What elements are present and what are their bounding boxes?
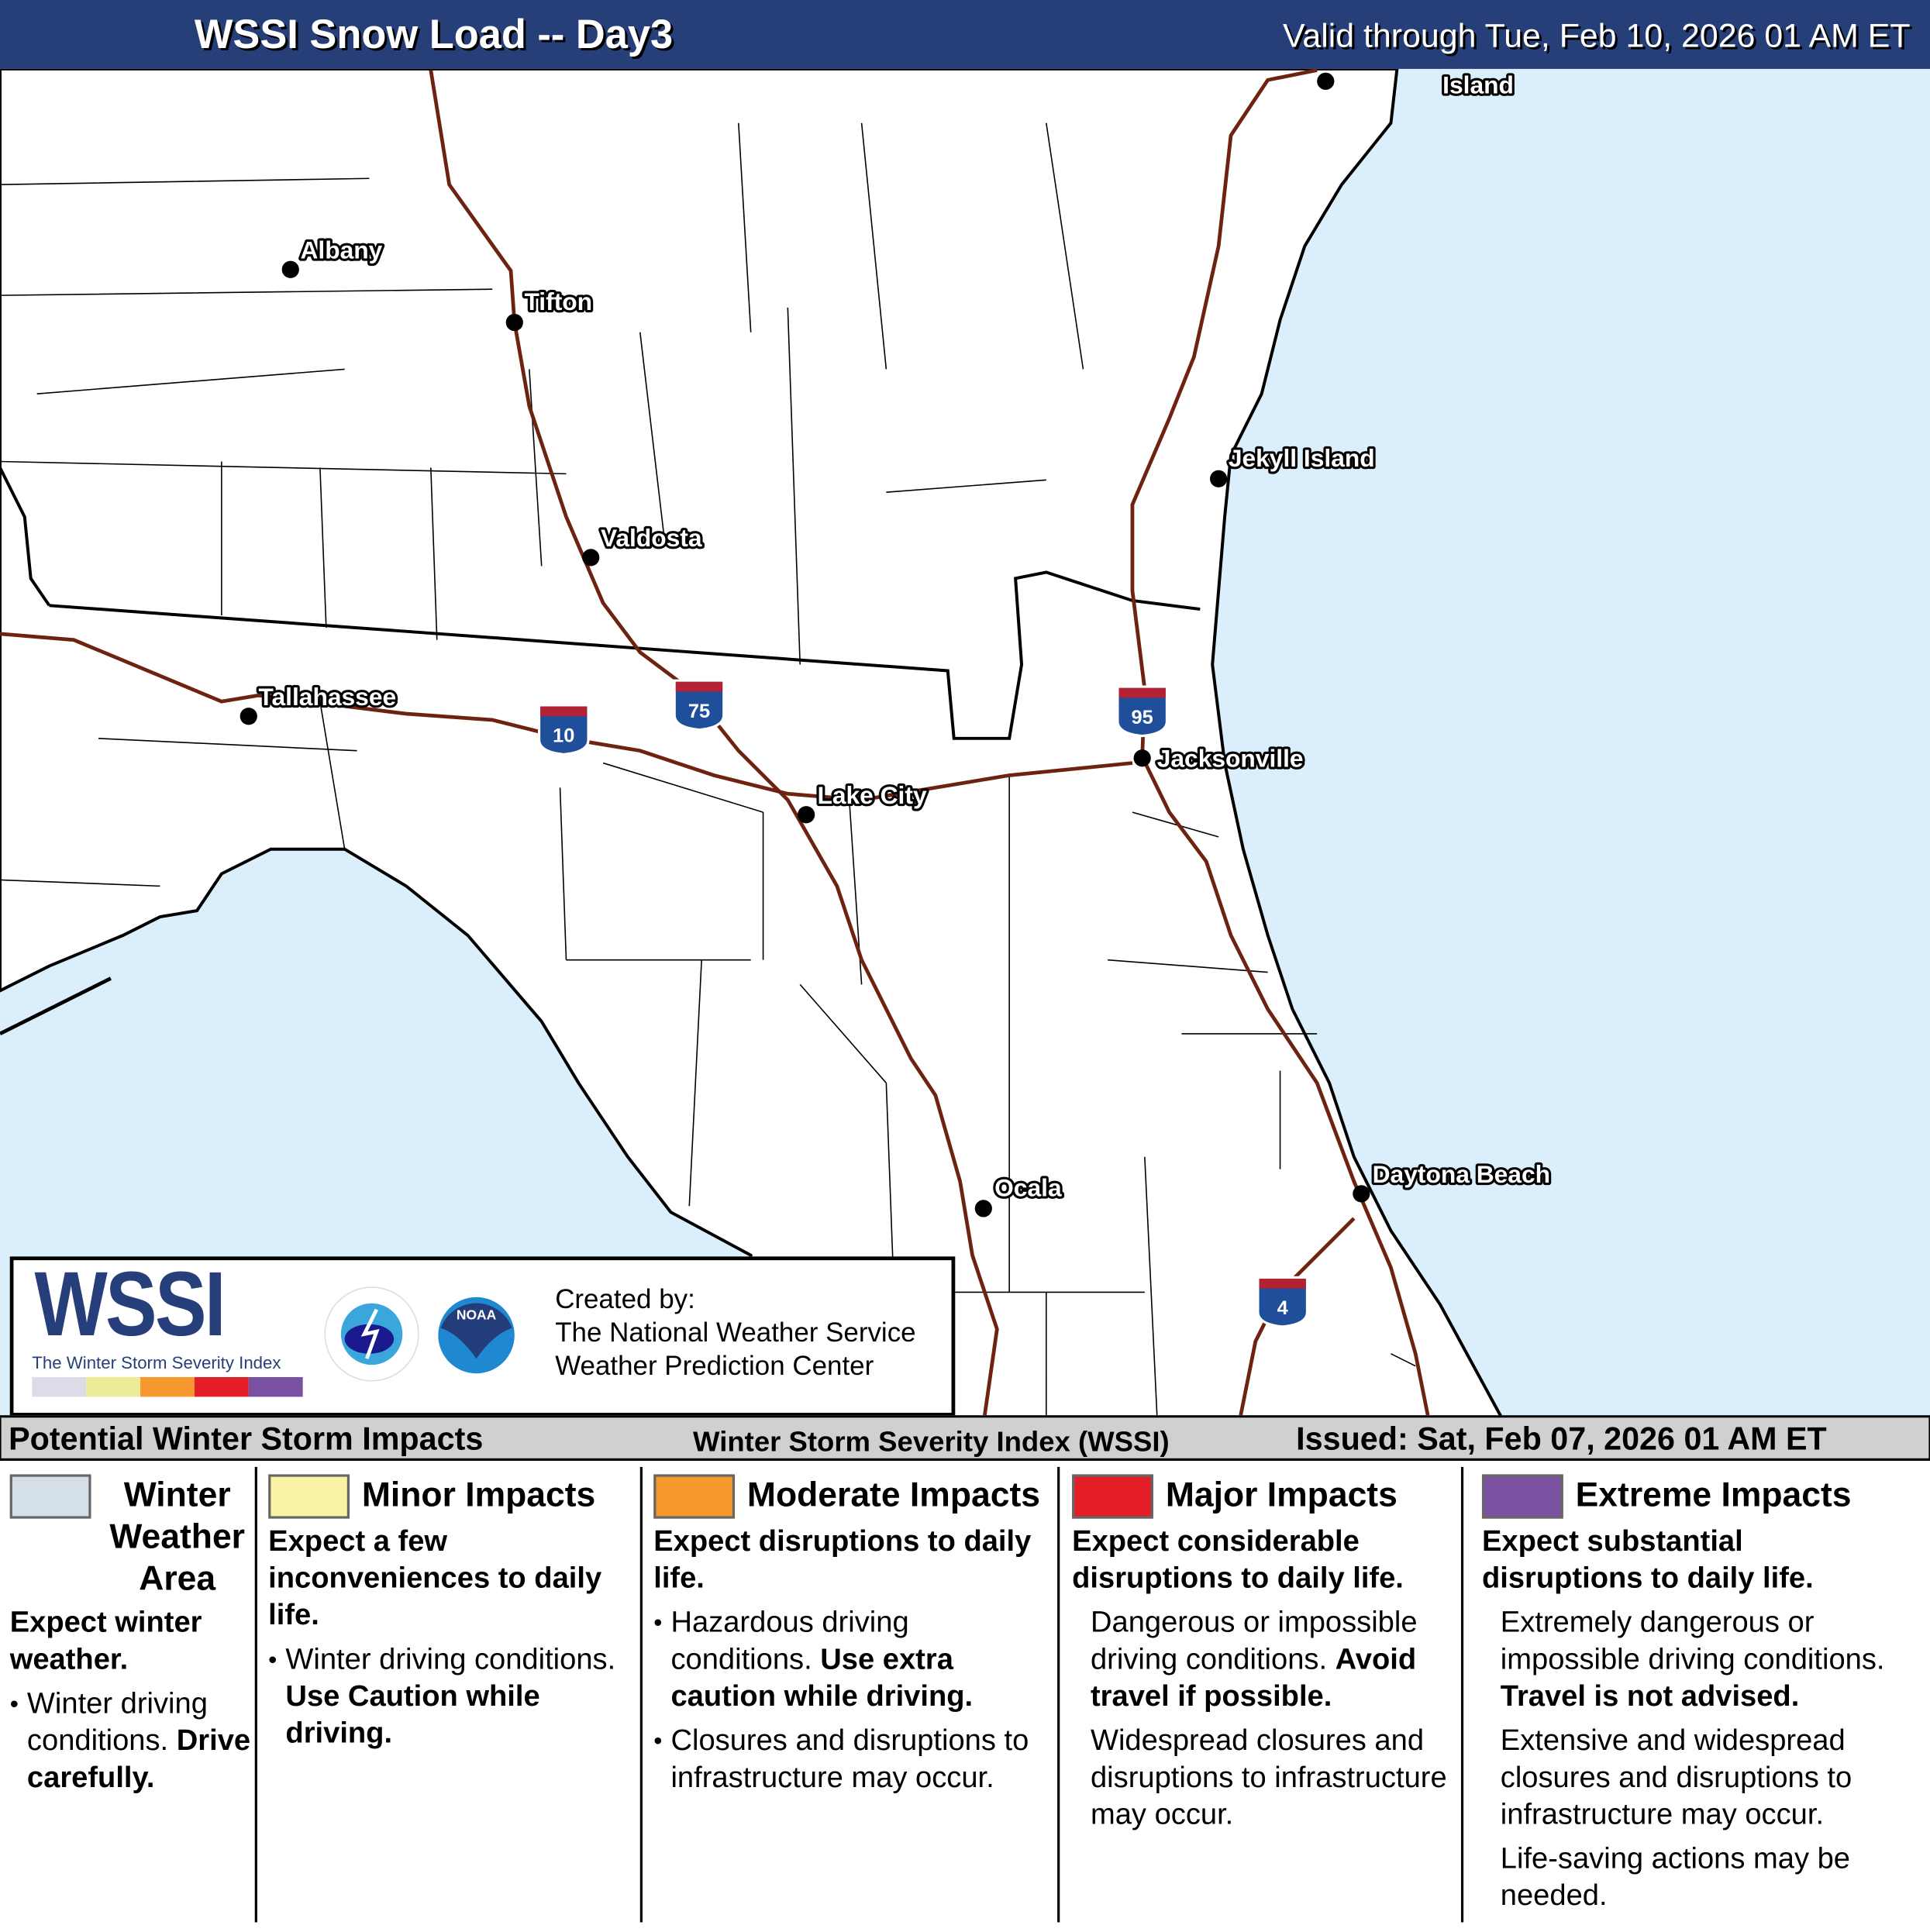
state-line [49, 570, 1201, 740]
legend-minor: Minor Impacts Expect a few inconvenience… [268, 1474, 635, 1930]
impact-legend: Potential Winter Storm Impacts Winter St… [0, 1415, 1930, 1932]
credits: Created by: The National Weather Service… [555, 1283, 915, 1383]
barrier-island [0, 976, 112, 1036]
label-moderate: Moderate Impacts [746, 1476, 1040, 1514]
i95-shield: 95 [1116, 685, 1169, 738]
city-label: Tifton [524, 288, 592, 315]
svg-text:NOAA: NOAA [457, 1307, 497, 1322]
nws-logo [324, 1286, 419, 1382]
city-label: Ocala [994, 1174, 1062, 1202]
org-nws: The National Weather Service [555, 1317, 916, 1348]
legend-winter-weather: Winter Weather Area Expect winter weathe… [9, 1474, 251, 1930]
city-label: Jacksonville [1157, 744, 1304, 772]
legend-title: Potential Winter Storm Impacts [9, 1420, 484, 1458]
city-label: Valdosta [601, 524, 702, 552]
i10-shield: 10 [537, 704, 590, 756]
cities: Albany Tifton Valdosta Tallahassee Lake … [240, 69, 1553, 1217]
headline-winter: Expect winter weather. [9, 1606, 202, 1676]
swatch-winter [9, 1474, 91, 1519]
swatch-major [1072, 1474, 1153, 1519]
swatch-extreme [1481, 1474, 1563, 1519]
svg-text:4: 4 [1277, 1297, 1288, 1319]
valid-time: Valid through Tue, Feb 10, 2026 01 AM ET [1282, 17, 1911, 54]
map-title: WSSI Snow Load -- Day3 [194, 11, 674, 57]
legend-extreme: Extreme Impacts Expect substantial disru… [1481, 1474, 1925, 1930]
legend-header: Potential Winter Storm Impacts Winter St… [0, 1417, 1930, 1461]
wssi-color-bar [32, 1376, 303, 1397]
headline-extreme: Expect substantial disruptions to daily … [1481, 1524, 1814, 1596]
headline-minor: Expect a few inconveniences to daily lif… [268, 1524, 602, 1632]
city-label: Tallahassee [258, 683, 396, 711]
city-label: Jekyll Island [1229, 444, 1375, 472]
wssi-logo: WSSI [34, 1252, 226, 1355]
legend-major: Major Impacts Expect considerable disrup… [1072, 1474, 1456, 1930]
headline-major: Expect considerable disruptions to daily… [1072, 1524, 1404, 1596]
legend-moderate: Moderate Impacts Expect disruptions to d… [653, 1474, 1049, 1930]
label-major: Major Impacts [1165, 1476, 1398, 1514]
county-lines [0, 122, 1416, 1416]
label-winter: Winter Weather Area [109, 1476, 245, 1598]
svg-text:95: 95 [1132, 707, 1153, 728]
shields: 10 75 95 4 [537, 679, 1309, 1328]
issued-time: Issued: Sat, Feb 07, 2026 01 AM ET [1296, 1420, 1827, 1458]
org-wpc: Weather Prediction Center [555, 1350, 874, 1381]
created-by: Created by: [555, 1283, 695, 1314]
map: 10 75 95 4 Albany Tifton Valdosta Tallah… [0, 68, 1930, 1418]
legend-index: Winter Storm Severity Index (WSSI) [693, 1424, 1170, 1458]
swatch-moderate [653, 1474, 736, 1519]
label-minor: Minor Impacts [361, 1476, 596, 1514]
city-label: Daytona Beach [1373, 1160, 1550, 1188]
land [0, 68, 1504, 1418]
state-line-al [0, 467, 51, 607]
i4-shield: 4 [1256, 1276, 1309, 1328]
label-extreme: Extreme Impacts [1575, 1476, 1852, 1514]
city-label: Albany [300, 236, 382, 263]
noaa-logo: NOAA [427, 1286, 526, 1385]
svg-text:10: 10 [553, 725, 574, 747]
city-label: Island [1442, 71, 1514, 99]
city-label: Lake City [817, 781, 927, 809]
svg-text:75: 75 [688, 701, 710, 722]
i75-shield: 75 [673, 679, 725, 732]
wssi-subtitle: The Winter Storm Severity Index [32, 1352, 281, 1372]
headline-moderate: Expect disruptions to daily life. [653, 1524, 1032, 1596]
swatch-minor [268, 1474, 350, 1519]
header-bar: WSSI Snow Load -- Day3 Valid through Tue… [0, 0, 1930, 69]
